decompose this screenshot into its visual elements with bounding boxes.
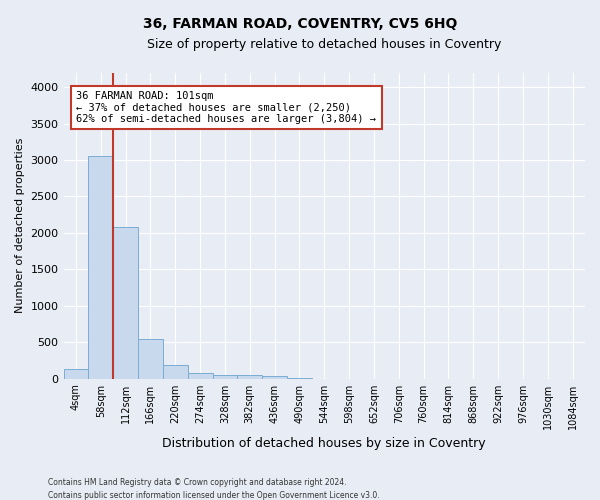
Text: 36 FARMAN ROAD: 101sqm
← 37% of detached houses are smaller (2,250)
62% of semi-: 36 FARMAN ROAD: 101sqm ← 37% of detached… — [76, 90, 376, 124]
Bar — [113, 227, 138, 378]
Text: 36, FARMAN ROAD, COVENTRY, CV5 6HQ: 36, FARMAN ROAD, COVENTRY, CV5 6HQ — [143, 18, 457, 32]
Bar — [212, 374, 238, 378]
Bar — [88, 156, 113, 378]
Title: Size of property relative to detached houses in Coventry: Size of property relative to detached ho… — [147, 38, 502, 51]
X-axis label: Distribution of detached houses by size in Coventry: Distribution of detached houses by size … — [163, 437, 486, 450]
Y-axis label: Number of detached properties: Number of detached properties — [15, 138, 25, 313]
Bar — [188, 372, 212, 378]
Bar — [163, 364, 188, 378]
Bar — [238, 374, 262, 378]
Bar — [64, 369, 88, 378]
Bar — [262, 376, 287, 378]
Bar — [138, 339, 163, 378]
Text: Contains HM Land Registry data © Crown copyright and database right 2024.
Contai: Contains HM Land Registry data © Crown c… — [48, 478, 380, 500]
